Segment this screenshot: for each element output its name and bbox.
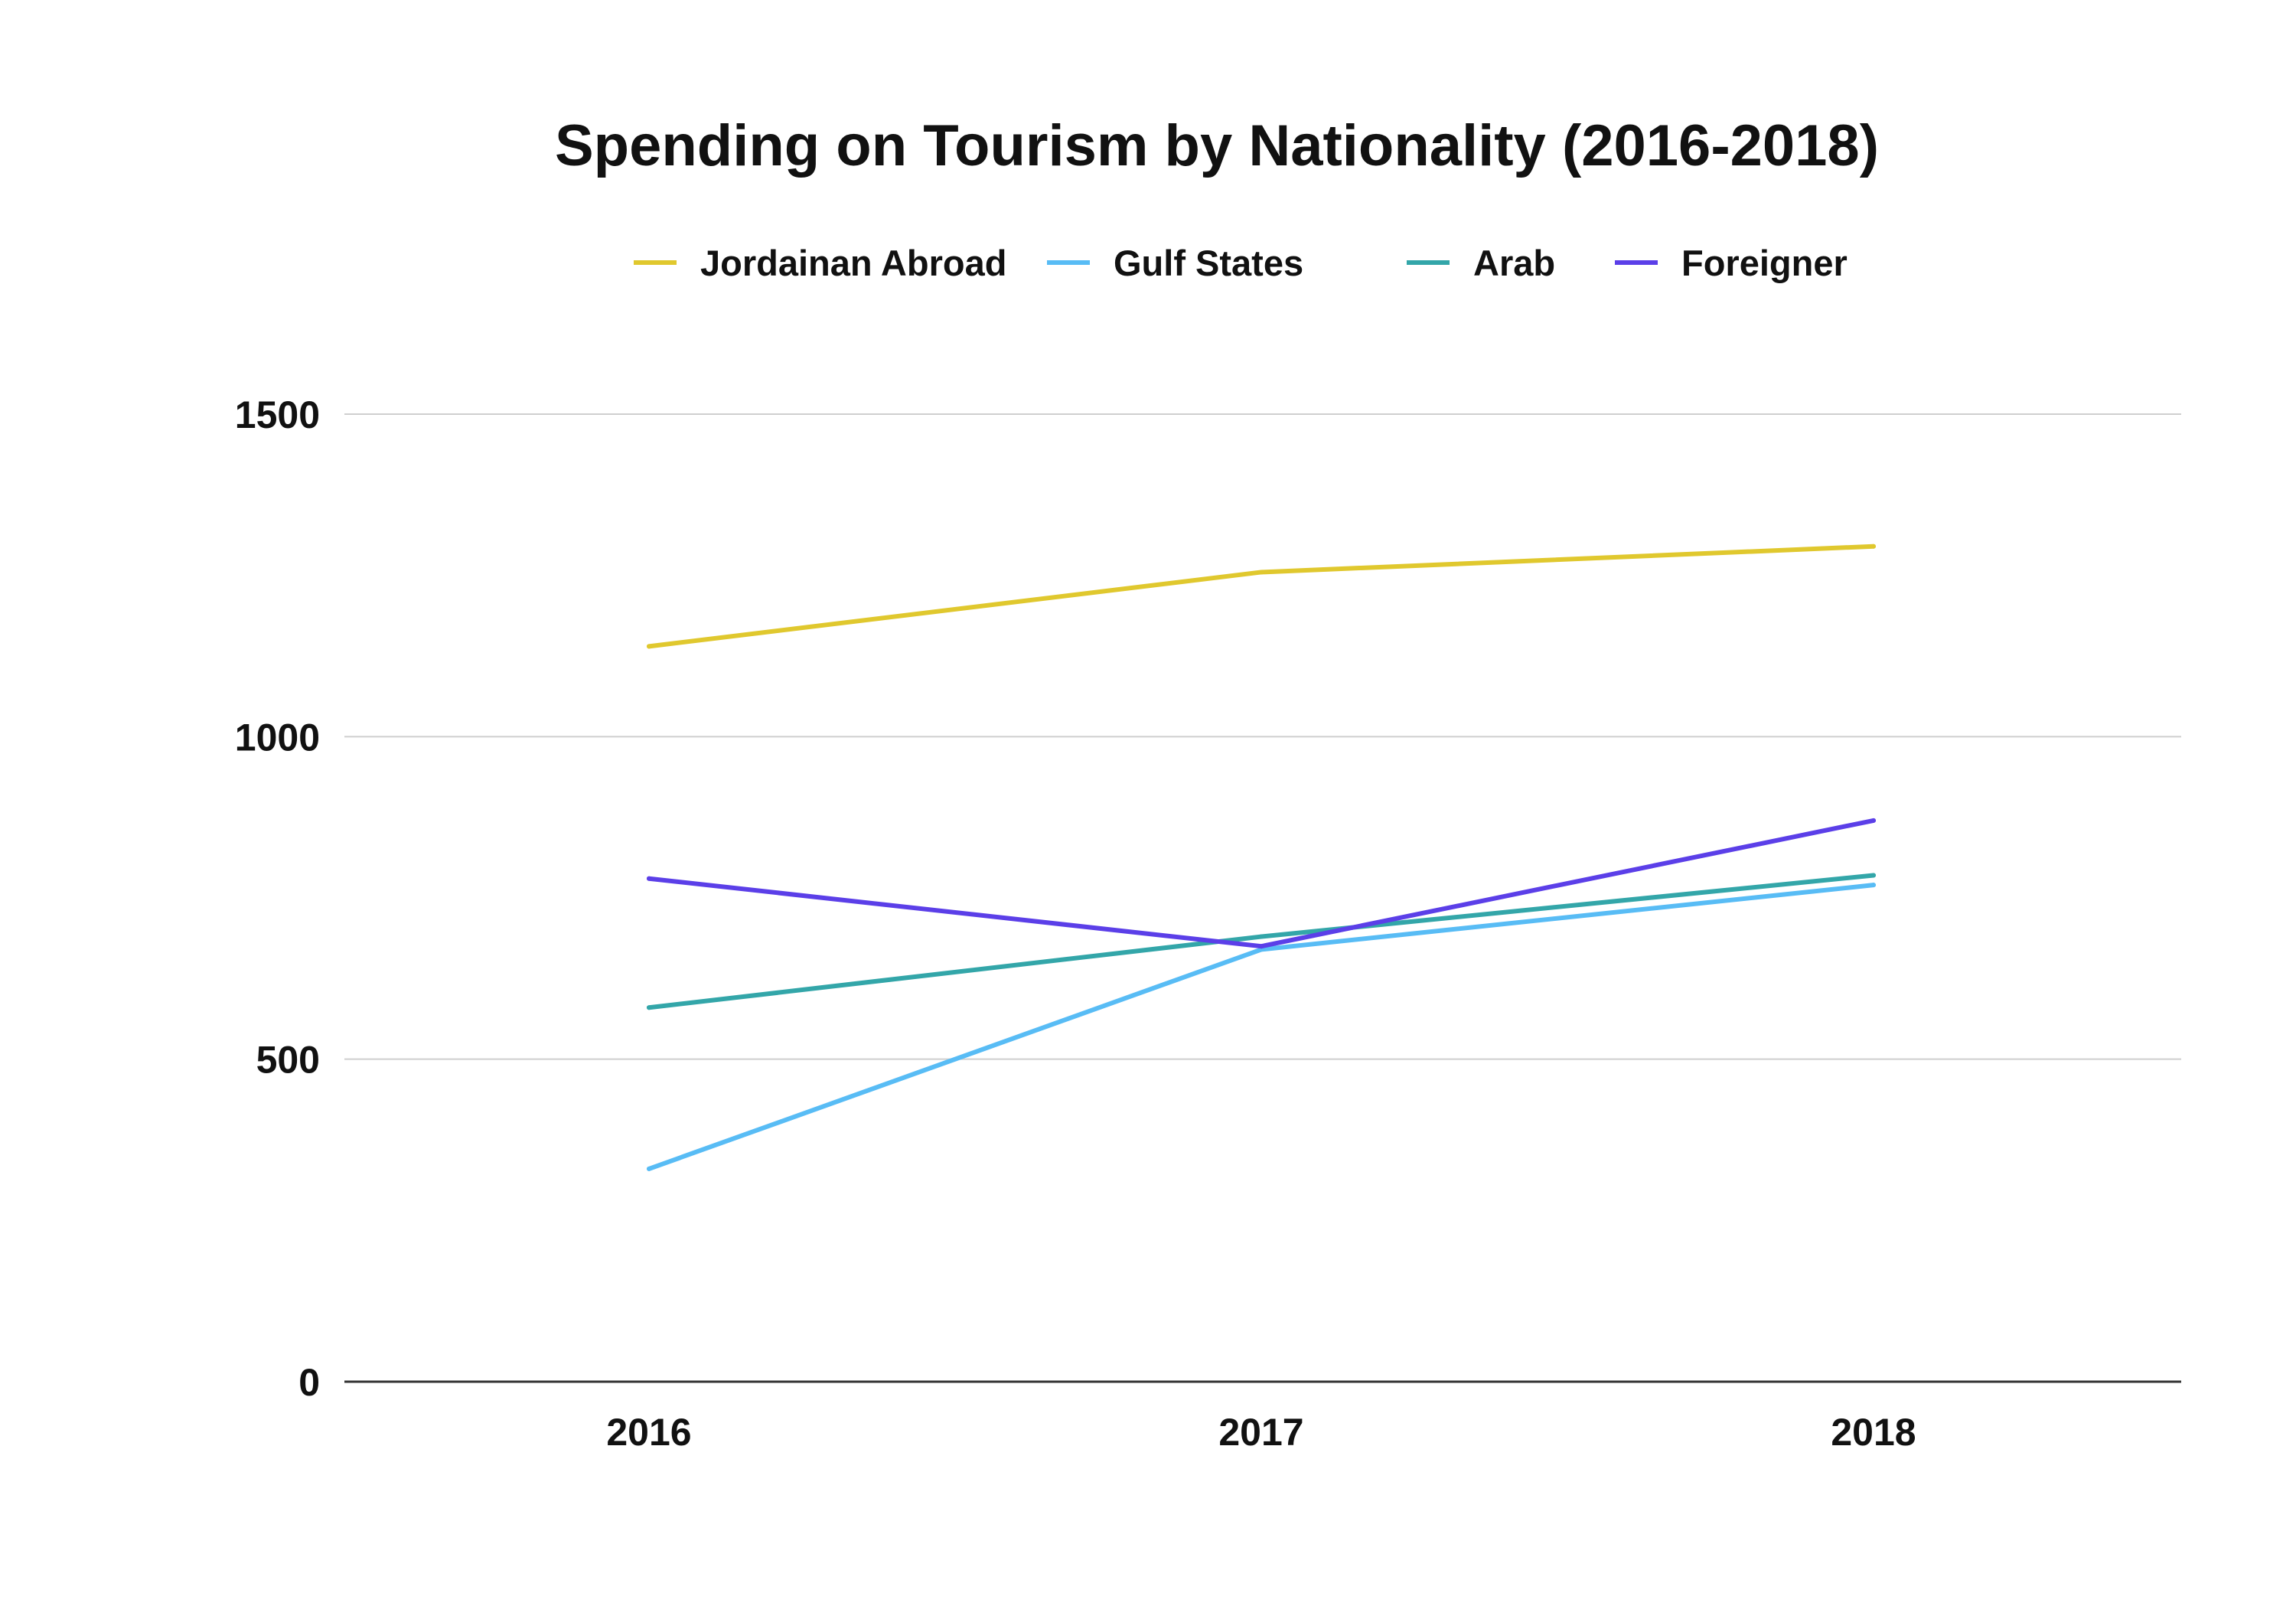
legend-item-arab: Arab: [1407, 243, 1555, 283]
data-point: [647, 1166, 651, 1171]
data-point: [1259, 944, 1264, 949]
series-line-foreigner: [647, 818, 1876, 949]
series-line-gulf-states: [647, 883, 1876, 1171]
legend-label: Gulf States: [1114, 243, 1303, 283]
y-axis: 0 500 1000 1500: [235, 393, 320, 1404]
x-tick-label: 2018: [1831, 1411, 1916, 1454]
y-tick-label: 1500: [235, 393, 320, 436]
data-point: [1259, 570, 1264, 575]
legend-item-foreigner: Foreigner: [1615, 243, 1848, 283]
y-tick-label: 500: [256, 1039, 320, 1082]
x-tick-label: 2016: [606, 1411, 691, 1454]
series-lines: [647, 543, 1876, 1171]
chart-title: Spending on Tourism by Nationality (2016…: [555, 113, 1879, 178]
legend-item-jordainan-abroad: Jordainan Abroad: [634, 243, 1006, 283]
data-point: [1259, 934, 1264, 939]
legend-label: Jordainan Abroad: [700, 243, 1006, 283]
legend-label: Arab: [1473, 243, 1555, 283]
data-point: [1871, 883, 1876, 888]
data-point: [1871, 873, 1876, 878]
y-tick-label: 1000: [235, 716, 320, 759]
x-tick-label: 2017: [1218, 1411, 1303, 1454]
gridlines: [344, 413, 2181, 1383]
legend-label: Foreigner: [1681, 243, 1848, 283]
data-point: [1871, 818, 1876, 823]
legend: Jordainan Abroad Gulf States Arab Foreigner: [634, 243, 1848, 283]
series-line-arab: [647, 873, 1876, 1010]
x-axis: 2016 2017 2018: [606, 1411, 1916, 1454]
series-line-jordainan-abroad: [647, 543, 1876, 649]
data-point: [647, 876, 651, 881]
y-tick-label: 0: [298, 1361, 320, 1404]
data-point: [647, 1005, 651, 1010]
data-point: [647, 644, 651, 649]
data-point: [1871, 543, 1876, 549]
legend-item-gulf-states: Gulf States: [1047, 243, 1303, 283]
